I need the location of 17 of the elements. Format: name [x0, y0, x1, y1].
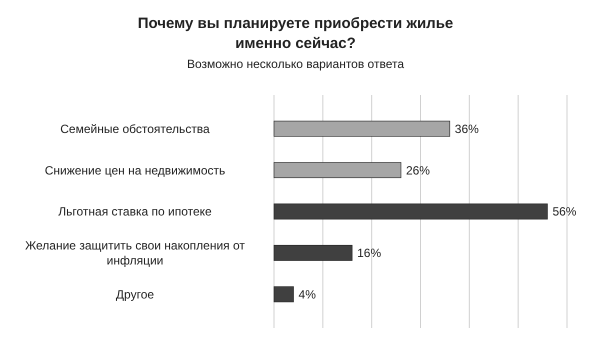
- bar: [274, 204, 548, 220]
- bar: [274, 120, 450, 137]
- data-label: 16%: [357, 246, 382, 260]
- data-label: 56%: [552, 204, 577, 219]
- y-tick-label: Льготная ставка по ипотеке: [58, 204, 212, 219]
- data-label: 4%: [298, 287, 316, 302]
- data-label: 36%: [454, 122, 480, 136]
- bar: [274, 286, 294, 302]
- bar: [274, 244, 352, 261]
- y-tick-label: Снижение цен на недвижимость: [44, 163, 226, 178]
- y-tick-label: Другое: [116, 287, 154, 302]
- chart-title: Почему вы планируете приобрести жилье именно сейчас?: [138, 15, 454, 52]
- bar: [274, 162, 402, 178]
- y-tick-label: Желание защитить свои накопления от инфляции: [25, 238, 246, 268]
- chart-subtitle: Возможно несколько вариантов ответа: [186, 57, 404, 71]
- data-label: 26%: [406, 163, 430, 178]
- y-tick-label: Семейные обстоятельства: [60, 122, 210, 136]
